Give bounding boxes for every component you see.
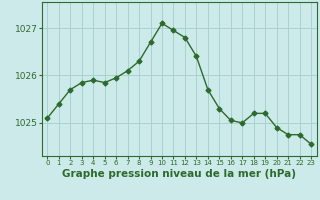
X-axis label: Graphe pression niveau de la mer (hPa): Graphe pression niveau de la mer (hPa) — [62, 169, 296, 179]
